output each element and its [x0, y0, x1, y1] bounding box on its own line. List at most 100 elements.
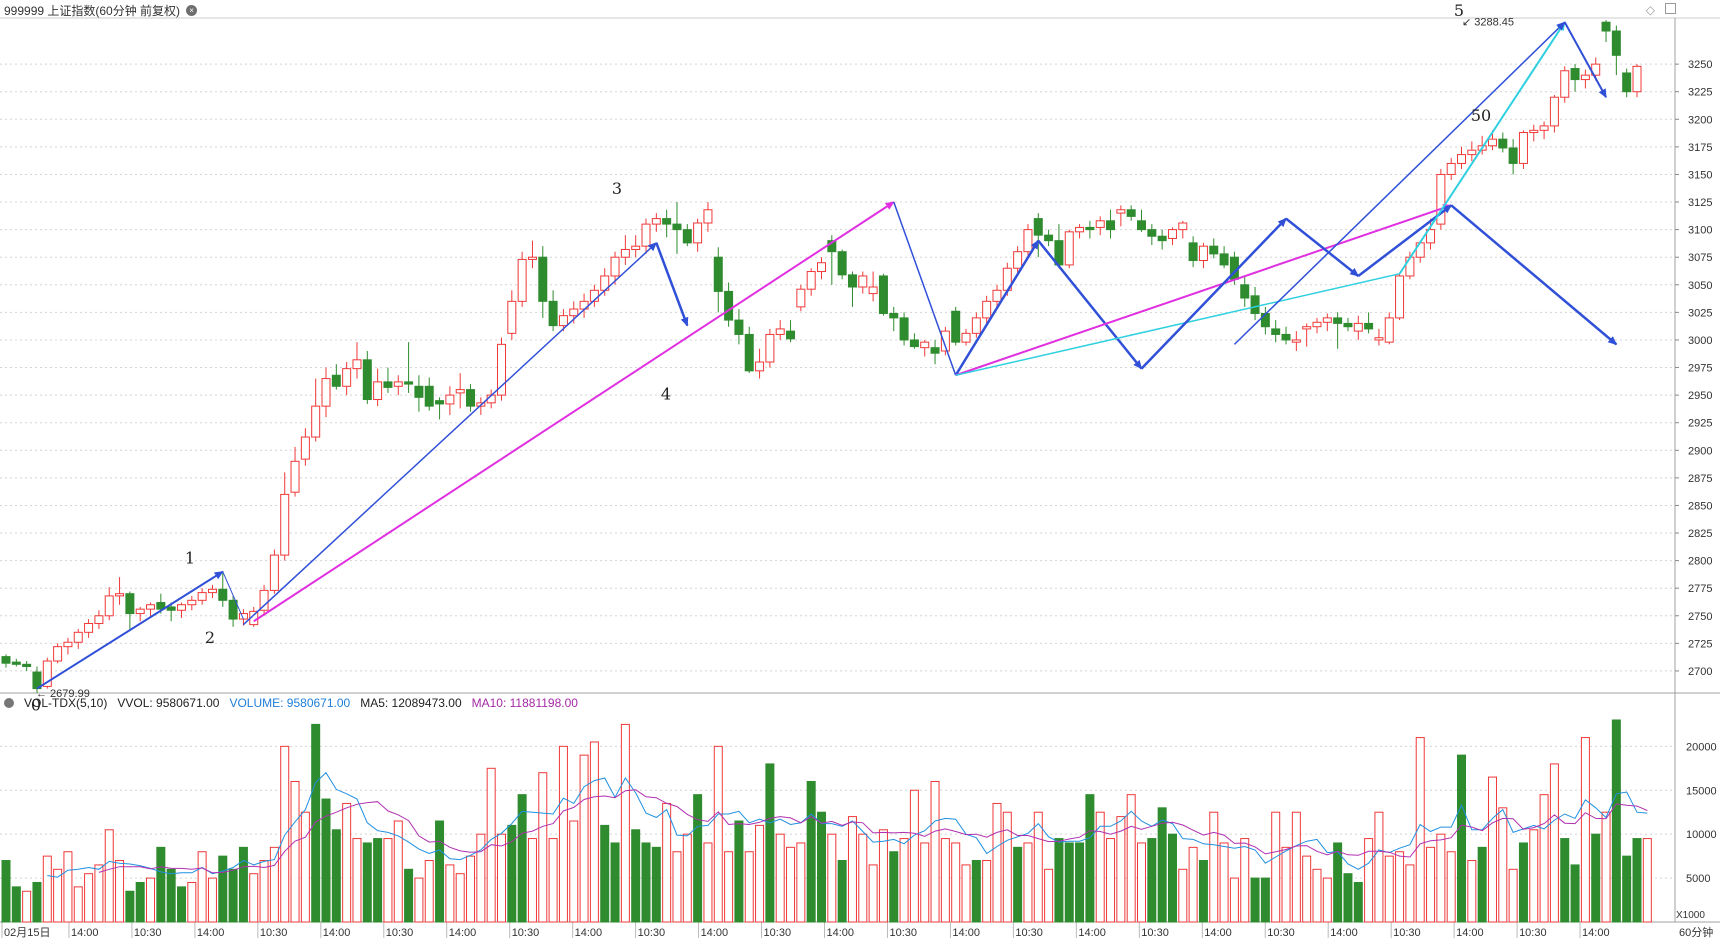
volume-bar [1178, 868, 1188, 923]
gear-icon[interactable] [4, 698, 14, 708]
price-tick-label: 3150 [1688, 169, 1712, 181]
candle-body [1374, 337, 1384, 341]
volume-bar [300, 811, 310, 923]
wave-line [36, 570, 224, 690]
candle-body [837, 251, 847, 276]
candle-body [280, 493, 290, 556]
candle-body [744, 333, 754, 372]
volume-bar [1374, 811, 1384, 923]
volume-bar [992, 802, 1002, 923]
volume-bar [1622, 855, 1632, 923]
candle-body [1498, 138, 1508, 149]
volume-ma5: MA5: 12089473.00 [360, 696, 462, 710]
candle-body [455, 389, 465, 394]
candle-body [1260, 312, 1270, 328]
volume-bar [589, 741, 599, 923]
volume-bar [311, 723, 321, 923]
candle-body [466, 389, 476, 407]
volume-ma10: MA10: 11881198.00 [471, 696, 578, 710]
time-tick-label: 10:30 [134, 927, 162, 939]
candle-body [1302, 326, 1312, 330]
price-tick-label: 3100 [1688, 225, 1712, 237]
price-tick-label: 3250 [1688, 59, 1712, 71]
price-tick-label: 3200 [1688, 114, 1712, 126]
volume-unit-label: X1000 [1676, 910, 1705, 921]
diamond-icon[interactable]: ◇ [1645, 3, 1655, 17]
candle-body [610, 256, 620, 277]
candle-body [373, 381, 383, 401]
wave-line [1233, 21, 1566, 345]
candle-body [507, 300, 517, 334]
candle-body [1508, 147, 1518, 164]
volume-bar [1642, 838, 1652, 923]
candle-body [187, 599, 197, 606]
candle-body [538, 256, 548, 302]
volume-bar [961, 864, 971, 923]
time-tick-label: 10:30 [764, 927, 792, 939]
time-tick-label: 10:30 [1519, 927, 1547, 939]
volume-bar [1137, 842, 1147, 923]
volume-bar [620, 723, 630, 923]
candle-body [435, 400, 445, 405]
candle-body [982, 300, 992, 319]
volume-bar [176, 886, 186, 923]
candle-body [1549, 96, 1559, 127]
candle-body [672, 223, 682, 231]
candle-body [971, 317, 981, 334]
price-tick-label: 2950 [1688, 390, 1712, 402]
volume-bar [1539, 794, 1549, 923]
candle-body [1033, 218, 1043, 236]
candle-body [1281, 333, 1291, 341]
candle-body [146, 604, 156, 610]
volume-bar [115, 860, 125, 923]
price-tick-label: 2700 [1688, 666, 1712, 678]
volume-bar [579, 754, 589, 923]
volume-bar [22, 890, 32, 923]
volume-bar [920, 842, 930, 923]
volume-bar [1570, 864, 1580, 923]
close-icon[interactable]: × [186, 5, 198, 16]
volume-bar [414, 877, 424, 923]
volume-bar [548, 838, 558, 923]
wave-count-label: 5 [1454, 1, 1464, 20]
volume-bar [786, 846, 796, 923]
volume-bar [404, 868, 414, 923]
price-tick-label: 2825 [1688, 528, 1712, 540]
candle-body [42, 660, 52, 687]
volume-bar [362, 842, 372, 923]
wave-line [222, 571, 244, 620]
volume-bar [1436, 833, 1446, 923]
candle-body [1126, 209, 1136, 217]
volume-bar [342, 802, 352, 923]
candle-body [1539, 125, 1549, 131]
candle-body [868, 286, 878, 295]
wave-line [1450, 204, 1618, 346]
volume-bar [558, 745, 568, 923]
candle-body [362, 359, 372, 401]
volume-bar [817, 811, 826, 923]
candle-body [1219, 253, 1229, 266]
volume-bar [940, 838, 950, 923]
volume-tick-label: 20000 [1686, 741, 1717, 753]
wave-count-label: 50 [1471, 106, 1491, 125]
candle-body [682, 229, 692, 244]
volume-bar [1250, 877, 1260, 923]
maximize-icon[interactable] [1665, 3, 1676, 14]
volume-bar [1364, 838, 1374, 923]
price-tick-label: 2875 [1688, 473, 1712, 485]
volume-bar [135, 881, 145, 923]
candle-body [115, 593, 125, 597]
volume-bar [755, 824, 765, 923]
wave-count-label: 3 [612, 179, 622, 198]
candle-body [1353, 322, 1363, 332]
candle-body [218, 588, 228, 601]
chart-title: 999999 上证指数(60分钟 前复权) [4, 4, 181, 18]
candle-body [1137, 220, 1147, 231]
candle-body [1560, 70, 1570, 98]
price-tick-label: 3050 [1688, 280, 1712, 292]
candle-body [311, 405, 321, 438]
time-tick-label: 10:30 [889, 927, 917, 939]
volume-bar [1302, 855, 1312, 923]
candle-body [1312, 321, 1322, 328]
